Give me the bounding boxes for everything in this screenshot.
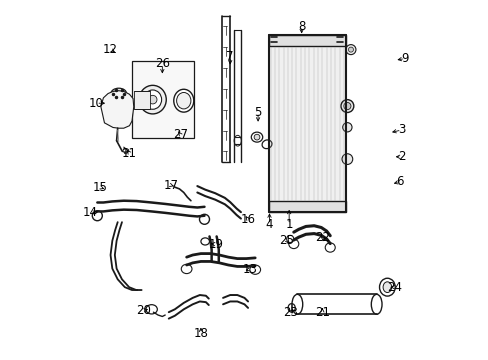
Ellipse shape — [262, 140, 271, 149]
Ellipse shape — [111, 88, 126, 99]
Bar — [268, 35, 345, 212]
Circle shape — [343, 103, 350, 110]
Text: 18: 18 — [193, 327, 208, 340]
Text: 27: 27 — [172, 128, 187, 141]
Ellipse shape — [148, 95, 157, 104]
Text: 19: 19 — [208, 238, 223, 251]
Text: 5: 5 — [254, 105, 261, 119]
Ellipse shape — [92, 211, 102, 221]
Bar — [268, 35, 345, 46]
Text: 23: 23 — [282, 306, 297, 319]
Text: 8: 8 — [297, 20, 305, 33]
Text: 13: 13 — [242, 263, 257, 276]
Ellipse shape — [379, 278, 394, 296]
Text: 1: 1 — [285, 218, 292, 231]
Ellipse shape — [291, 294, 302, 314]
Ellipse shape — [173, 89, 193, 112]
Text: 9: 9 — [401, 52, 408, 65]
Text: 12: 12 — [103, 43, 118, 56]
Text: 14: 14 — [82, 206, 98, 219]
Text: 24: 24 — [386, 281, 401, 294]
Text: 22: 22 — [315, 231, 330, 244]
Ellipse shape — [249, 265, 260, 274]
Ellipse shape — [176, 93, 190, 109]
Ellipse shape — [340, 100, 353, 112]
Ellipse shape — [286, 235, 293, 243]
Circle shape — [348, 47, 353, 52]
Ellipse shape — [143, 90, 162, 109]
Ellipse shape — [287, 303, 295, 312]
Text: 20: 20 — [136, 304, 151, 317]
Ellipse shape — [199, 214, 209, 224]
Ellipse shape — [342, 123, 351, 132]
Text: 7: 7 — [226, 50, 233, 63]
Bar — [134, 91, 149, 109]
Ellipse shape — [370, 294, 381, 314]
Ellipse shape — [288, 239, 298, 249]
Text: 3: 3 — [397, 123, 405, 136]
Text: 11: 11 — [122, 147, 137, 160]
Ellipse shape — [234, 135, 241, 146]
Ellipse shape — [123, 149, 128, 153]
Text: 6: 6 — [395, 175, 403, 188]
Ellipse shape — [382, 282, 391, 293]
Ellipse shape — [139, 85, 166, 114]
Text: 4: 4 — [265, 218, 273, 231]
Text: 15: 15 — [92, 181, 107, 194]
Ellipse shape — [181, 264, 192, 274]
Text: 10: 10 — [89, 97, 103, 110]
Ellipse shape — [341, 154, 352, 165]
Text: 25: 25 — [279, 234, 293, 247]
Polygon shape — [101, 91, 134, 128]
Ellipse shape — [201, 238, 209, 245]
Ellipse shape — [325, 243, 335, 252]
Ellipse shape — [145, 305, 157, 314]
Text: 17: 17 — [163, 179, 179, 192]
Bar — [132, 62, 194, 138]
Text: 26: 26 — [155, 57, 169, 71]
Text: 2: 2 — [397, 150, 405, 163]
Text: 21: 21 — [314, 306, 329, 319]
Bar — [268, 202, 345, 212]
Ellipse shape — [251, 132, 262, 142]
Text: 16: 16 — [240, 213, 255, 226]
Ellipse shape — [345, 45, 355, 55]
Ellipse shape — [254, 134, 259, 140]
